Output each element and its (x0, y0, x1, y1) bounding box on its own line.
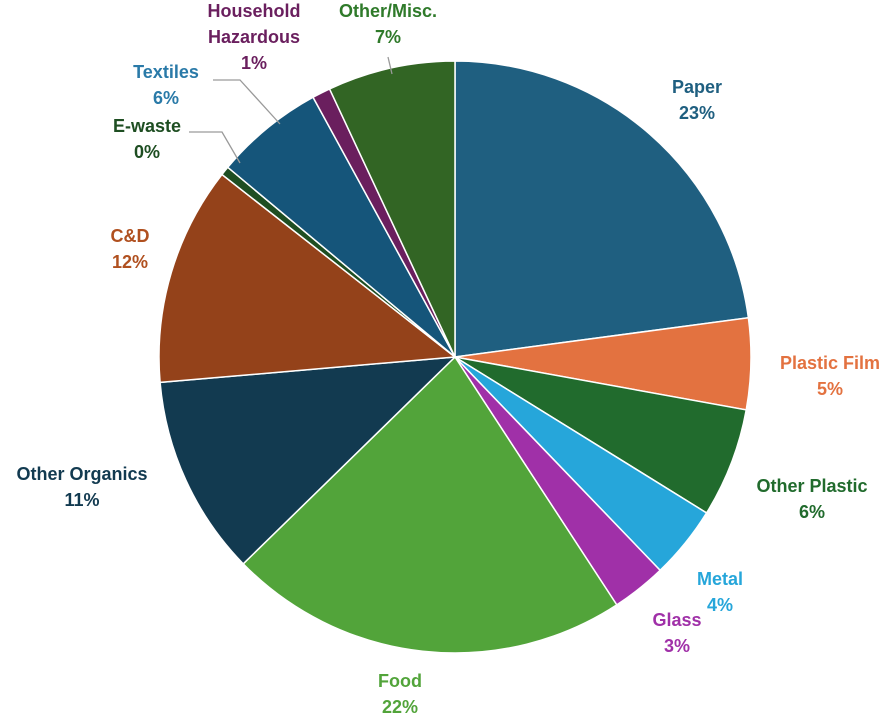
category-label-household-hazardous-2: Hazardous (208, 27, 300, 47)
category-label-e-waste: E-waste (113, 116, 181, 136)
category-label-textiles: Textiles (133, 62, 199, 82)
data-label-paper: Paper 23% (672, 77, 722, 123)
percent-label-glass: 3% (664, 636, 690, 656)
leader-line-textiles (213, 79, 281, 125)
category-label-paper: Paper (672, 77, 722, 97)
percent-label-metal: 4% (707, 595, 733, 615)
data-label-other-misc: Other/Misc. 7% (339, 1, 437, 47)
leader-line-other-misc (387, 56, 393, 75)
percent-label-other-misc: 7% (375, 27, 401, 47)
pie-slice-other-organics (159, 356, 458, 565)
percent-label-household-hazardous: 1% (241, 53, 267, 73)
category-label-other-organics: Other Organics (16, 464, 147, 484)
percent-label-food: 22% (382, 697, 418, 717)
data-label-other-plastic: Other Plastic 6% (756, 476, 867, 522)
data-label-textiles: Textiles 6% (133, 62, 199, 108)
data-label-plastic-film: Plastic Film 5% (780, 353, 880, 399)
data-label-household-hazardous: Household Hazardous 1% (208, 1, 301, 73)
percent-label-textiles: 6% (153, 88, 179, 108)
percent-label-plastic-film: 5% (817, 379, 843, 399)
category-label-other-plastic: Other Plastic (756, 476, 867, 496)
data-label-metal: Metal 4% (697, 569, 743, 615)
data-label-glass: Glass 3% (652, 610, 701, 656)
category-label-c-d: C&D (111, 226, 150, 246)
data-label-other-organics: Other Organics 11% (16, 464, 147, 510)
category-label-household-hazardous-1: Household (208, 1, 301, 21)
category-label-food: Food (378, 671, 422, 691)
leader-line-e-waste (189, 131, 241, 164)
percent-label-paper: 23% (679, 103, 715, 123)
percent-label-c-d: 12% (112, 252, 148, 272)
percent-label-other-organics: 11% (64, 490, 99, 510)
category-label-glass: Glass (652, 610, 701, 630)
data-label-food: Food 22% (378, 671, 422, 717)
data-label-e-waste: E-waste 0% (113, 116, 181, 162)
percent-label-other-plastic: 6% (799, 502, 825, 522)
pie-slice-paper (454, 60, 750, 358)
category-label-metal: Metal (697, 569, 743, 589)
pie-slice-food (242, 355, 618, 654)
category-label-plastic-film: Plastic Film (780, 353, 880, 373)
pie-slice-c-d (158, 173, 457, 384)
category-label-other-misc: Other/Misc. (339, 1, 437, 21)
data-label-c-d: C&D 12% (111, 226, 150, 272)
percent-label-e-waste: 0% (134, 142, 160, 162)
